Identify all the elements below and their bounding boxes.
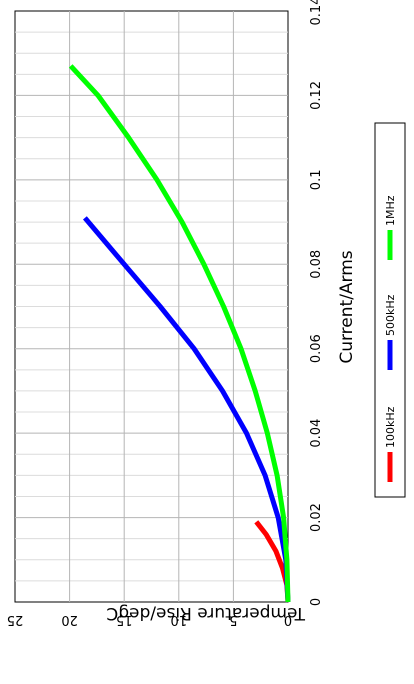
y-tick-labels: 0 5 10 15 20 25 bbox=[7, 612, 292, 627]
y-axis-title: Temperature Rise/degC bbox=[106, 603, 306, 623]
x-tick-labels: 0 0.02 0.04 0.06 0.08 0.1 0.12 0.14 bbox=[309, 0, 324, 606]
x-tick-label: 0.06 bbox=[309, 334, 324, 363]
x-tick-label: 0.1 bbox=[309, 170, 324, 191]
legend-label-500khz: 500kHz bbox=[384, 294, 397, 336]
x-tick-label: 0.14 bbox=[309, 0, 324, 25]
legend-label-100khz: 100kHz bbox=[384, 406, 397, 448]
legend: 100kHz 500kHz 1MHz bbox=[374, 122, 406, 498]
y-tick-label: 10 bbox=[171, 612, 188, 627]
legend-label-1mhz: 1MHz bbox=[384, 195, 397, 226]
x-tick-label: 0.12 bbox=[309, 81, 324, 110]
x-tick-label: 0.04 bbox=[309, 419, 324, 448]
legend-items: 100kHz 500kHz 1MHz bbox=[384, 195, 397, 482]
legend-box bbox=[374, 122, 406, 498]
x-tick-label: 0.02 bbox=[309, 503, 324, 532]
y-tick-label: 15 bbox=[116, 612, 133, 627]
grid-lines bbox=[15, 11, 288, 602]
y-tick-label: 20 bbox=[61, 612, 78, 627]
x-tick-label: 0.08 bbox=[309, 250, 324, 279]
x-axis-title: Current/Arms bbox=[337, 250, 357, 363]
x-tick-label: 0 bbox=[309, 598, 324, 606]
plot-area bbox=[14, 10, 291, 603]
series-line-1mhz bbox=[68, 64, 291, 603]
y-tick-label: 25 bbox=[7, 612, 24, 627]
y-tick-label: 0 bbox=[284, 612, 292, 627]
series-lines bbox=[68, 64, 291, 603]
series-line-500khz bbox=[82, 216, 291, 603]
y-tick-label: 5 bbox=[229, 612, 237, 627]
